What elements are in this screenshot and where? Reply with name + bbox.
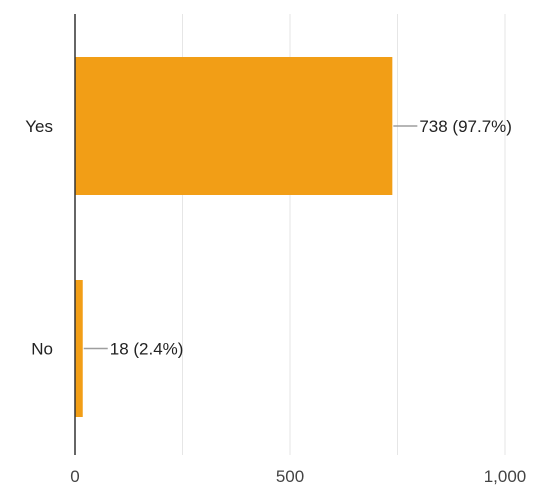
x-tick-labels: 0 500 1,000 [70,467,526,486]
data-label-yes: 738 (97.7%) [419,117,512,136]
bar-no [75,280,83,417]
category-labels: Yes No [25,117,53,359]
bar-yes [75,57,393,195]
leader-lines [83,125,418,350]
category-label-yes: Yes [25,117,53,136]
x-tick-label-500: 500 [276,467,304,486]
data-labels: 738 (97.7%) 18 (2.4%) [110,117,512,359]
x-tick-label-1000: 1,000 [484,467,527,486]
category-label-no: No [31,340,53,359]
x-tick-label-0: 0 [70,467,79,486]
bars [75,57,393,417]
data-label-no: 18 (2.4%) [110,340,184,359]
